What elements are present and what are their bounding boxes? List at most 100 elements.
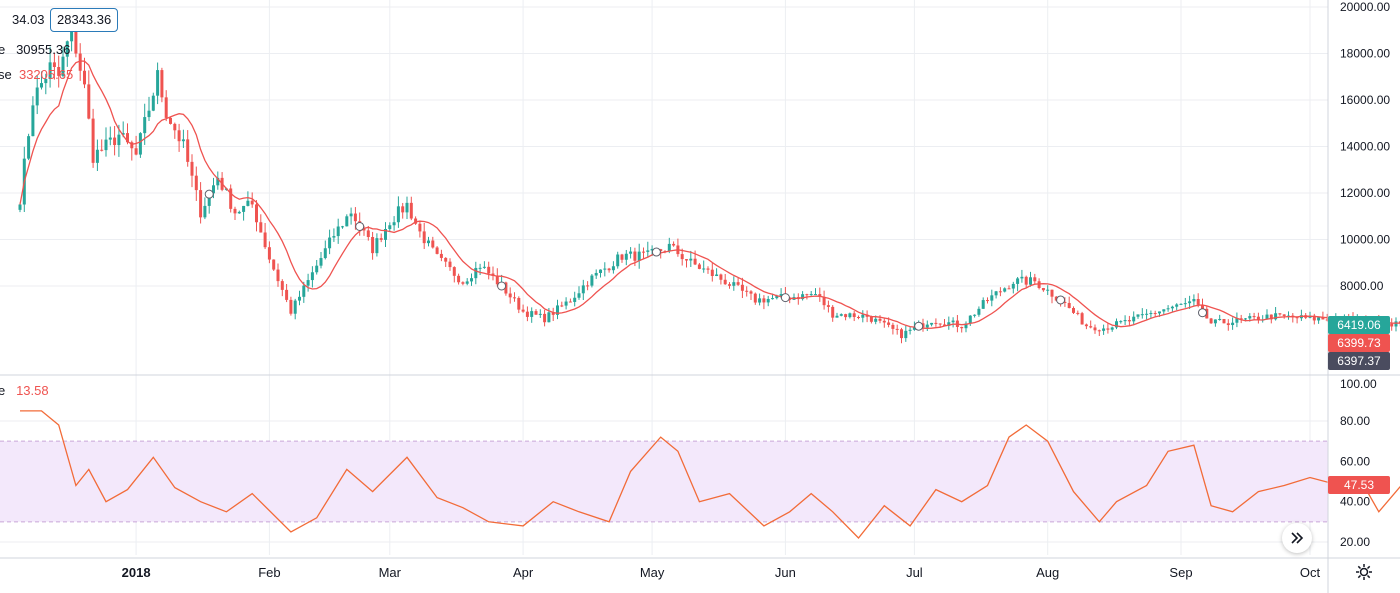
candle-body <box>1183 303 1187 305</box>
oscillator-tick-label: 40.00 <box>1340 495 1370 509</box>
candle-body <box>138 133 142 155</box>
candle-body <box>272 259 276 270</box>
candle-body <box>1110 327 1114 330</box>
price-tick-label: 10000.00 <box>1340 233 1390 247</box>
price-tag-prev: 6397.37 <box>1328 352 1390 370</box>
candle-body <box>1089 326 1093 328</box>
candle-body <box>801 294 805 300</box>
event-markers <box>204 189 1371 331</box>
candle-body <box>1136 314 1140 317</box>
candle-body <box>908 329 912 331</box>
candle-body <box>203 205 207 218</box>
candle-body <box>242 205 246 212</box>
oscillator-tag: 47.53 <box>1328 476 1390 494</box>
oscillator-axis[interactable]: 100.00 80.00 60.00 40.00 20.00 <box>1340 377 1377 549</box>
oscillator-tag-value: 47.53 <box>1343 478 1375 492</box>
legend-oscillator: e 13.58 <box>0 383 49 398</box>
candle-body <box>341 226 344 228</box>
candle-body <box>964 323 968 329</box>
candle-body <box>930 322 934 325</box>
candle-body <box>74 20 78 54</box>
candle-body <box>147 110 151 118</box>
candle-body <box>659 249 663 252</box>
candle-body <box>237 211 241 214</box>
candle-body <box>108 137 112 140</box>
candle-body <box>1192 299 1196 302</box>
candle-body <box>190 161 194 176</box>
candle-body <box>151 95 155 111</box>
candle-body <box>1063 301 1067 303</box>
candle-body <box>104 139 108 151</box>
candle-body <box>164 97 168 118</box>
candle-body <box>366 230 370 238</box>
time-tick-label: Oct <box>1300 565 1321 580</box>
candle-body <box>861 314 865 318</box>
candle-body <box>1132 316 1136 322</box>
candle-body <box>968 315 972 324</box>
candle-body <box>255 204 258 223</box>
candle-body <box>831 306 835 318</box>
candle-body <box>826 305 830 307</box>
candle-body <box>1011 283 1015 289</box>
candle-body <box>267 247 271 260</box>
candle-body <box>1102 328 1106 331</box>
event-marker[interactable] <box>1198 308 1207 318</box>
candle-body <box>620 254 624 260</box>
price-tick-label: 12000.00 <box>1340 186 1390 200</box>
candle-body <box>844 314 848 318</box>
candle-body <box>465 281 469 284</box>
candle-body <box>207 193 211 206</box>
price-tag-ma-value: 6399.73 <box>1337 336 1381 350</box>
candle-body <box>938 323 942 325</box>
candle-body <box>452 267 456 276</box>
candle-body <box>401 206 405 213</box>
price-tag-ma: 6399.73 <box>1328 334 1390 352</box>
candle-body <box>478 267 482 269</box>
event-marker[interactable] <box>651 247 661 257</box>
candle-body <box>667 243 671 252</box>
candle-body <box>740 284 744 291</box>
candle-body <box>538 313 542 315</box>
candle-body <box>848 313 852 318</box>
candle-body <box>27 136 31 159</box>
candle-body <box>723 279 727 285</box>
candle-body <box>805 294 809 296</box>
candle-body <box>293 300 297 314</box>
legend-value-box[interactable]: 28343.36 <box>50 8 119 32</box>
candle-body <box>336 226 340 237</box>
candle-body <box>775 295 779 299</box>
candle-body <box>702 268 706 270</box>
event-marker[interactable] <box>780 293 790 303</box>
candle-body <box>375 238 379 254</box>
candle-body <box>315 265 319 273</box>
event-marker[interactable] <box>204 189 214 199</box>
candle-body <box>353 213 357 222</box>
event-marker[interactable] <box>1056 295 1066 305</box>
candle-body <box>457 275 461 283</box>
candle-body <box>482 266 486 268</box>
settings-button[interactable] <box>1352 560 1376 584</box>
time-axis[interactable]: 2018 Feb Mar Apr May Jun Jul Aug Sep Oct <box>122 565 1321 580</box>
candle-body <box>1256 316 1260 321</box>
candle-body <box>1046 289 1050 291</box>
event-marker[interactable] <box>355 221 365 231</box>
candle-body <box>852 313 856 317</box>
oscillator-tick-label: 20.00 <box>1340 535 1370 549</box>
scroll-to-realtime-button[interactable] <box>1282 523 1312 553</box>
candle-body <box>693 258 697 265</box>
candle-body <box>573 297 577 302</box>
candle-body <box>169 117 172 124</box>
event-marker[interactable] <box>914 321 924 331</box>
legend-line-2-value: 33205.65 <box>18 67 74 82</box>
candle-body <box>134 148 138 155</box>
time-tick-label: Mar <box>379 565 402 580</box>
candle-body <box>435 247 439 254</box>
event-marker[interactable] <box>497 281 507 291</box>
oscillator-tick-label: 60.00 <box>1340 454 1370 468</box>
candle-body <box>474 267 478 279</box>
oscillator-tick-label: 80.00 <box>1340 414 1370 428</box>
candle-body <box>1072 308 1075 313</box>
candle-body <box>302 285 306 297</box>
price-axis[interactable]: 20000.00 18000.00 16000.00 14000.00 12000.00… <box>1340 0 1390 293</box>
